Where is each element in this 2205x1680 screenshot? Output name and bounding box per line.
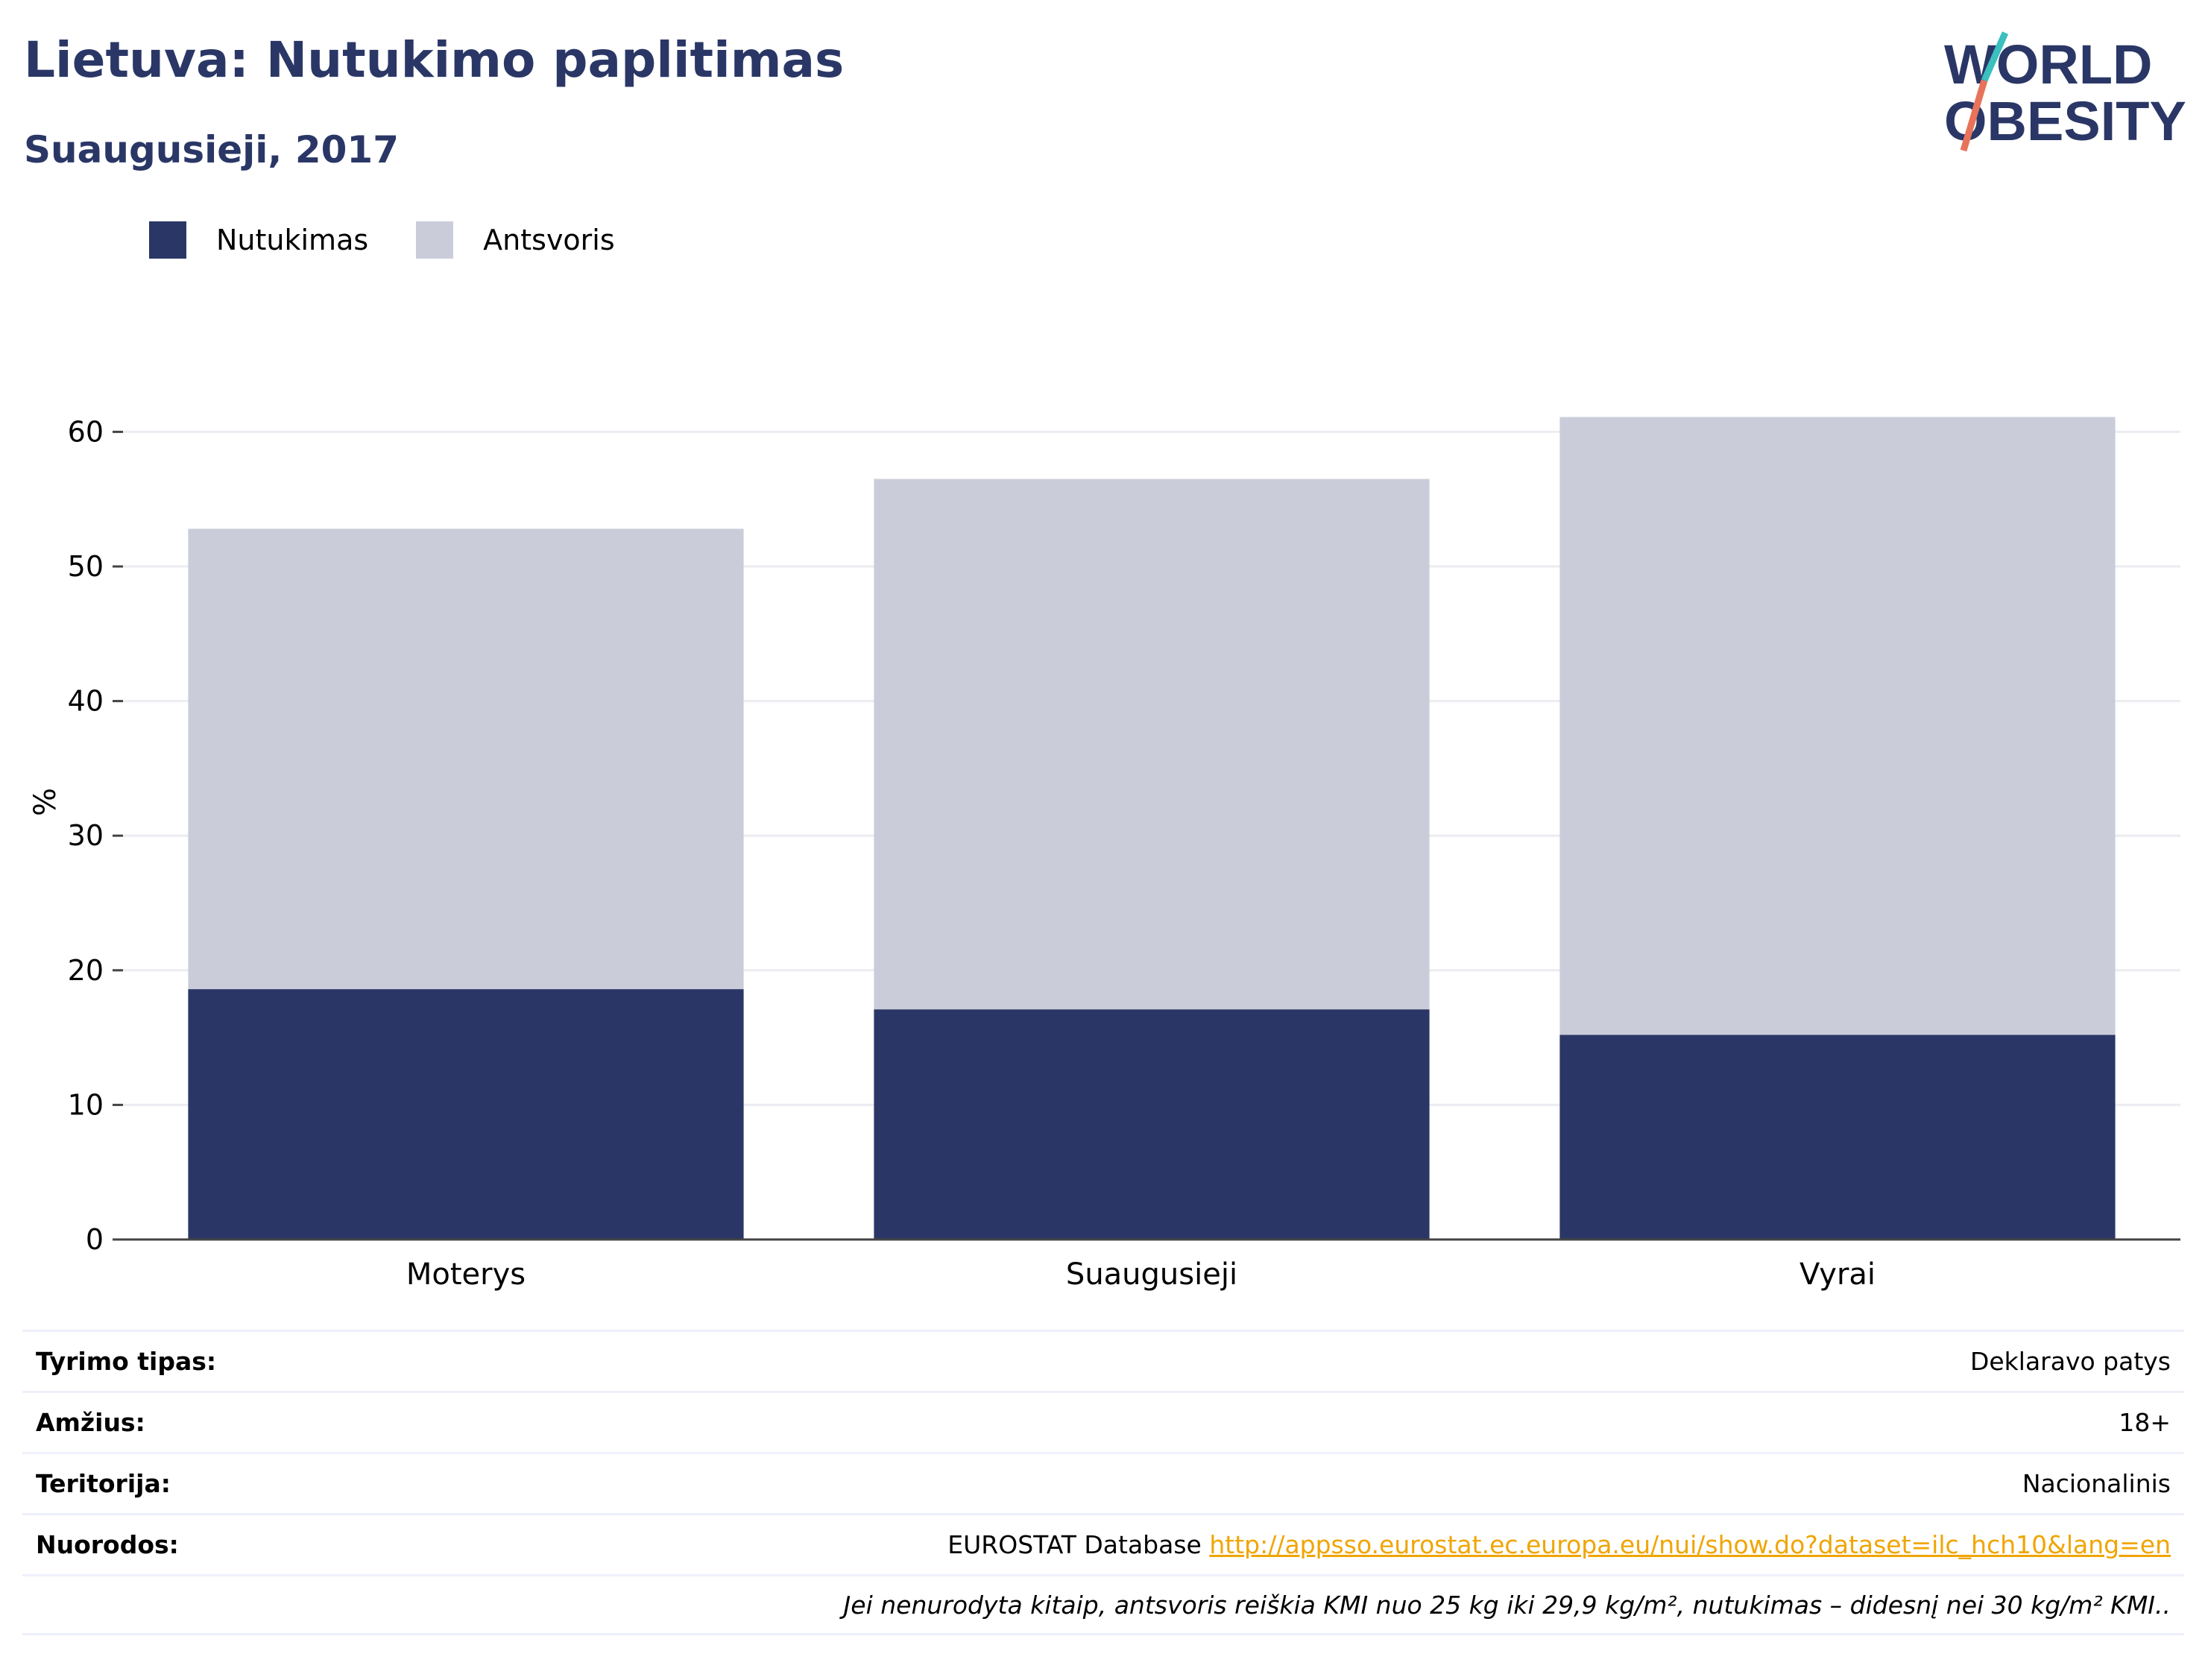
info-row-survey-type: Tyrimo tipas: Deklaravo patys	[22, 1330, 2184, 1391]
info-label: Amžius:	[36, 1408, 145, 1437]
y-tick-label: 0	[86, 1223, 104, 1256]
y-tick-label: 60	[68, 415, 104, 448]
bar-antsvoris-moterys	[188, 528, 744, 990]
y-tick-label: 10	[68, 1088, 104, 1121]
y-tick-label: 30	[68, 819, 104, 852]
footnote: Jei nenurodyta kitaip, antsvoris reiškia…	[843, 1590, 2171, 1620]
logo-line-2: OBESITY	[1944, 90, 2186, 152]
chart-subtitle: Suaugusieji, 2017	[24, 128, 399, 171]
bar-nutukimas-vyrai	[1559, 1035, 2116, 1240]
info-row-territory: Teritorija: Nacionalinis	[22, 1452, 2184, 1513]
logo-slash-bottom	[1960, 79, 1988, 152]
bar-nutukimas-suaugusieji	[874, 1009, 1430, 1240]
world-obesity-logo: WORLD OBESITY	[1944, 31, 2186, 152]
y-tick-label: 50	[68, 550, 104, 583]
info-value: 18+	[2119, 1408, 2171, 1437]
chart-title: Lietuva: Nutukimo paplitimas	[24, 31, 845, 89]
info-table: Tyrimo tipas: Deklaravo patys Amžius: 18…	[22, 1330, 2184, 1635]
info-label: Tyrimo tipas:	[36, 1347, 217, 1376]
x-tick-label: Suaugusieji	[1066, 1257, 1237, 1292]
info-value-references: EUROSTAT Database http://appsso.eurostat…	[947, 1530, 2171, 1559]
logo-line-1: WORLD	[1944, 34, 2153, 95]
info-row-footnote: Jei nenurodyta kitaip, antsvoris reiškia…	[22, 1574, 2184, 1635]
y-tick-label: 40	[68, 685, 104, 718]
bar-nutukimas-moterys	[188, 989, 744, 1240]
logo-slash-top	[1981, 31, 2009, 82]
x-tick-label: Moterys	[406, 1257, 526, 1292]
y-tick-label: 20	[68, 954, 104, 987]
legend-label-antsvoris: Antsvoris	[483, 224, 615, 256]
info-label: Nuorodos:	[36, 1530, 179, 1559]
legend-swatch-nutukimas	[149, 221, 186, 259]
stacked-bar-chart: 0 10 20 30 40 50 60% Moterys Suaugusieji Vyrai	[28, 415, 2180, 1292]
legend-item-nutukimas[interactable]: Nutukimas	[149, 221, 368, 259]
info-label: Teritorija:	[36, 1469, 171, 1498]
info-value: Nacionalinis	[2022, 1469, 2171, 1498]
legend-label-nutukimas: Nutukimas	[216, 224, 369, 256]
legend-swatch-antsvoris	[416, 221, 454, 259]
info-value: Deklaravo patys	[1969, 1347, 2171, 1376]
x-tick-label: Vyrai	[1799, 1257, 1876, 1292]
legend-item-antsvoris[interactable]: Antsvoris	[416, 221, 615, 259]
reference-source: EUROSTAT Database	[947, 1530, 1210, 1559]
reference-link[interactable]: http://appsso.eurostat.ec.europa.eu/nui/…	[1209, 1530, 2171, 1559]
info-row-age: Amžius: 18+	[22, 1391, 2184, 1452]
bar-antsvoris-suaugusieji	[874, 479, 1430, 1010]
y-axis-title: %	[28, 788, 63, 816]
info-row-references: Nuorodos: EUROSTAT Database http://appss…	[22, 1513, 2184, 1574]
chart-legend: Nutukimas Antsvoris	[149, 219, 663, 261]
bar-antsvoris-vyrai	[1559, 417, 2116, 1035]
